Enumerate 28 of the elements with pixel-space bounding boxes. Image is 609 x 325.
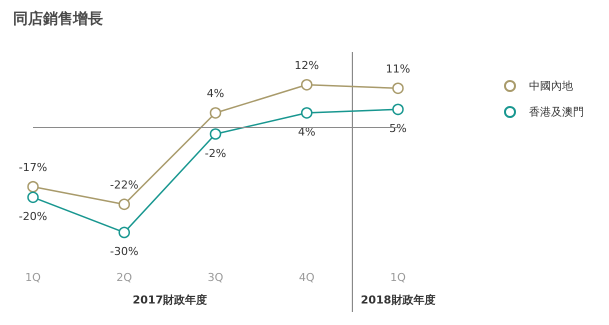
text: 2018財政年度: [360, 294, 436, 306]
x-tick-label: 2Q: [116, 271, 132, 284]
x-tick-label: 1Q: [390, 271, 406, 284]
legend-label: 中國內地: [529, 80, 573, 92]
data-label: -30%: [110, 245, 138, 258]
text: 2017財政年度: [132, 294, 208, 306]
point: [301, 79, 312, 91]
point: [118, 226, 130, 238]
data-label: 11%: [386, 62, 410, 76]
data-label: -22%: [110, 178, 138, 192]
point: [27, 181, 39, 192]
data-label: 4%: [206, 87, 224, 100]
data-label: -2%: [204, 146, 226, 160]
legend-label: 香港及澳門: [529, 106, 584, 118]
data-label: -20%: [18, 210, 48, 224]
data-label: -17%: [18, 160, 48, 174]
point: [301, 107, 312, 119]
point: [392, 104, 404, 116]
point: [118, 198, 130, 210]
point: [392, 82, 404, 94]
point: [210, 128, 222, 140]
x-tick-label: 3Q: [208, 271, 224, 284]
chart-title: 同店銷售增長: [13, 10, 103, 28]
point: [210, 107, 222, 119]
data-label: 12%: [294, 59, 319, 72]
x-tick-label: 1Q: [25, 271, 42, 284]
point: [27, 192, 39, 204]
x-tick-label: 4Q: [298, 271, 315, 284]
